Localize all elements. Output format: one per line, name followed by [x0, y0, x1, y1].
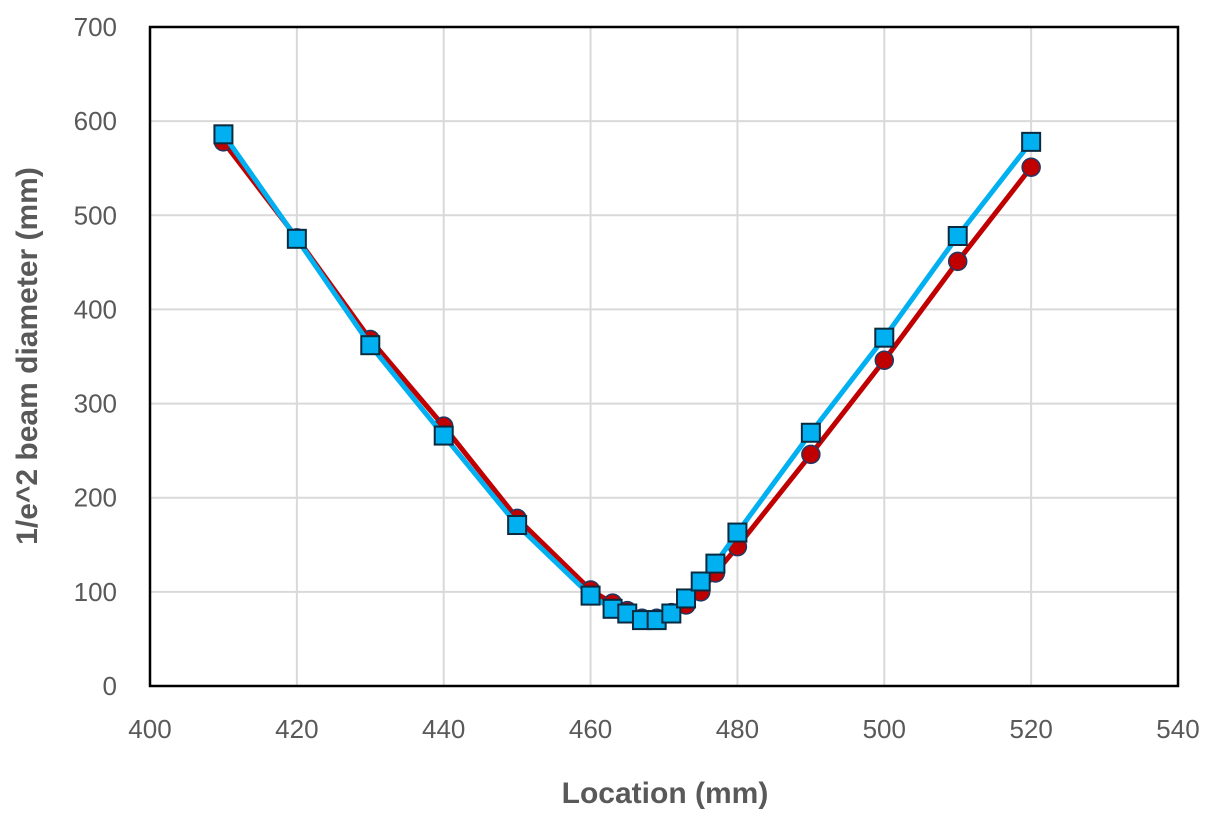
y-tick-label: 700: [74, 12, 117, 42]
x-tick-label: 460: [569, 714, 612, 744]
series-2-point: [286, 228, 307, 249]
y-tick-label: 500: [74, 200, 117, 230]
series-2-point: [800, 422, 821, 443]
series-2-line: [221, 132, 1034, 623]
series-2-point: [433, 425, 454, 446]
series-1-point: [947, 251, 968, 272]
series-2-point: [690, 571, 711, 592]
series-2-point: [580, 585, 601, 606]
grid-lines: [149, 26, 1179, 687]
x-tick-label: 440: [422, 714, 465, 744]
series-2-point: [661, 603, 682, 624]
y-tick-label: 300: [74, 389, 117, 419]
y-tick-label: 100: [74, 577, 117, 607]
series-1-line: [221, 140, 1034, 621]
series-2-point: [727, 522, 748, 543]
series-1: [213, 132, 1041, 628]
x-tick-label: 520: [1009, 714, 1052, 744]
series-2: [213, 124, 1042, 631]
x-axis-title: Location (mm): [562, 777, 769, 810]
y-tick-label: 200: [74, 483, 117, 513]
x-tick-label: 500: [863, 714, 906, 744]
x-tick-label: 420: [275, 714, 318, 744]
y-tick-label: 0: [103, 671, 117, 701]
series-1-point: [874, 350, 895, 371]
series-2-point: [947, 225, 968, 246]
y-tick-label: 600: [74, 106, 117, 136]
series-2-point: [705, 553, 726, 574]
x-tick-label: 540: [1156, 714, 1199, 744]
x-tick-label: 480: [716, 714, 759, 744]
series-1-point: [801, 444, 821, 465]
x-tick-label: 400: [128, 714, 171, 744]
series-layer: [213, 124, 1042, 631]
y-axis-title: 1/e^2 beam diameter (mm): [11, 167, 44, 545]
series-2-point: [1021, 131, 1042, 152]
series-1-point: [1021, 157, 1041, 178]
series-2-point: [507, 515, 528, 536]
y-tick-label: 400: [74, 294, 117, 324]
plot-area-frame: [148, 25, 1180, 688]
series-2-point: [676, 588, 697, 609]
series-2-point: [874, 327, 895, 348]
x-axis-tick-labels: 400 420 440 460 480 500 520 540: [128, 714, 1199, 744]
series-2-point: [360, 335, 381, 356]
series-2-point: [213, 124, 234, 145]
y-axis-tick-labels: 0 100 200 300 400 500 600 700: [74, 12, 117, 701]
